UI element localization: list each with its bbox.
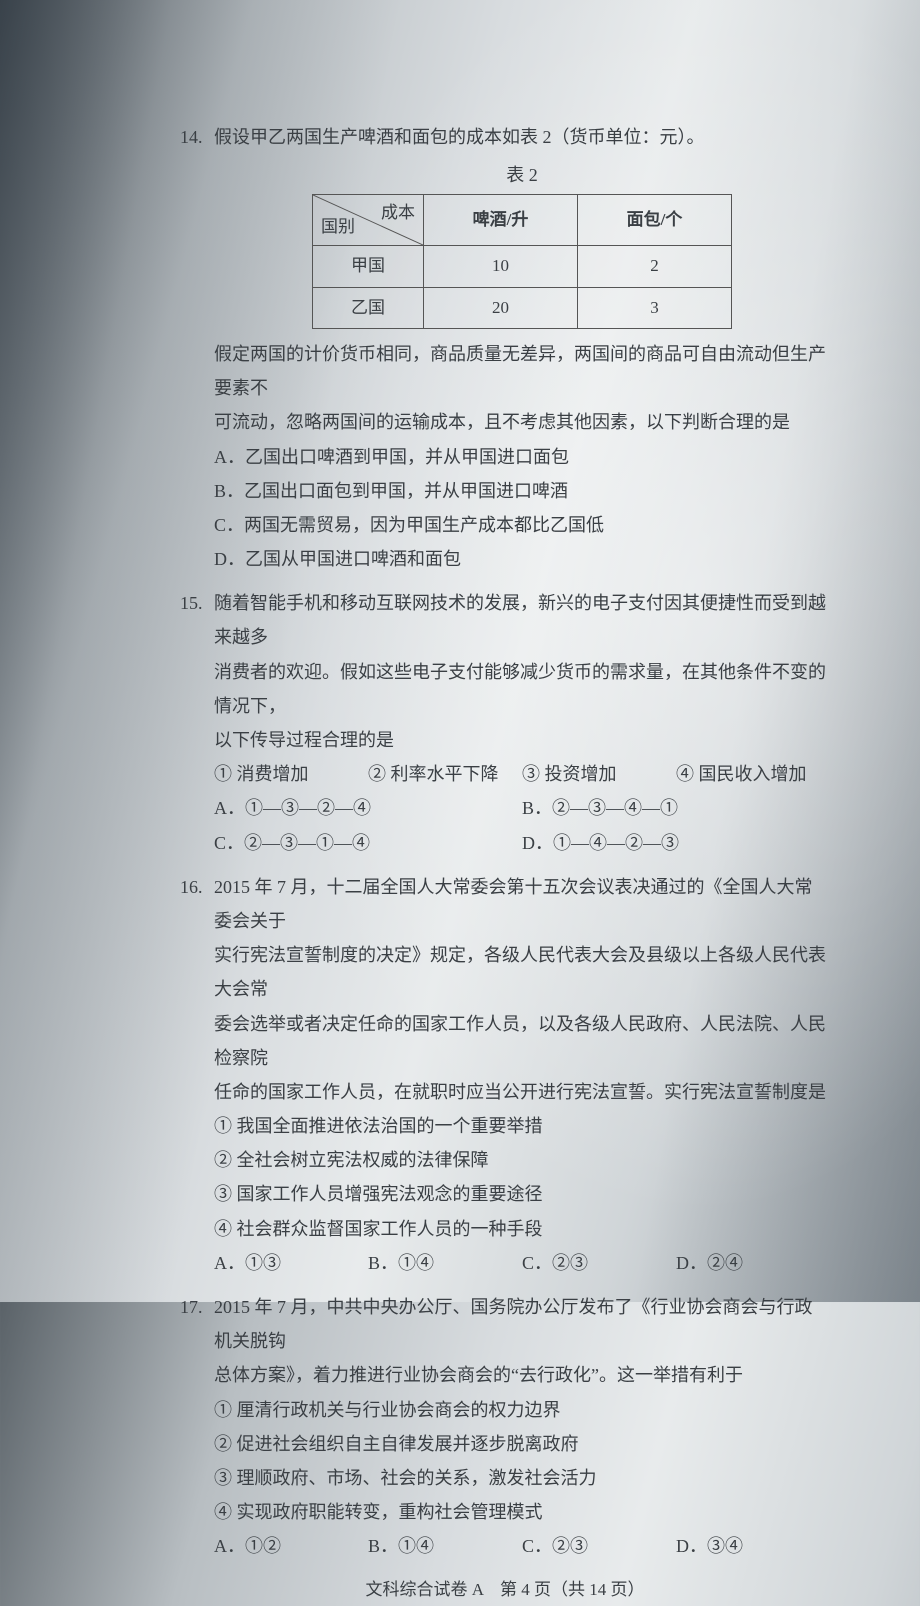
q15-options-row2: C．②—③—①—④ D．①—④—②—③ [214,826,830,860]
q15-statements: ① 消费增加 ② 利率水平下降 ③ 投资增加 ④ 国民收入增加 [214,757,830,791]
q15-s2: ② 利率水平下降 [368,757,522,791]
table-row: 成本 国别 啤酒/升 面包/个 [313,195,732,246]
q16-stem-line1: 2015 年 7 月，十二届全国人大常委会第十五次会议表决通过的《全国人大常委会… [214,870,830,938]
q15-s1: ① 消费增加 [214,757,368,791]
table-row: 乙国 20 3 [313,287,732,328]
q15-stem-line3: 以下传导过程合理的是 [214,723,830,757]
q17-stem-line2: 总体方案》，着力推进行业协会商会的“去行政化”。这一举措有利于 [214,1358,830,1392]
page-footer: 文科综合试卷 A 第 4 页（共 14 页） [180,1574,830,1606]
q17-s2: ② 促进社会组织自主自律发展并逐步脱离政府 [214,1427,830,1461]
q16-stem-line2: 实行宪法宣誓制度的决定》规定，各级人民代表大会及县级以上各级人民代表大会常 [214,938,830,1006]
q17-s3: ③ 理顺政府、市场、社会的关系，激发社会活力 [214,1461,830,1495]
q14-condition-line2: 可流动，忽略两国间的运输成本，且不考虑其他因素，以下判断合理的是 [214,405,830,439]
diag-bottom-label: 国别 [321,211,355,243]
q15-option-c: C．②—③—①—④ [214,826,522,860]
table-row: 甲国 10 2 [313,246,732,287]
cell-bread: 2 [578,246,732,287]
q14-number: 14. [180,120,214,154]
q14-condition-line1: 假定两国的计价货币相同，商品质量无差异，两国间的商品可自由流动但生产要素不 [214,337,830,405]
q16-s4: ④ 社会群众监督国家工作人员的一种手段 [214,1212,830,1246]
q17-option-b: B．①④ [368,1529,522,1563]
table-diag-header: 成本 国别 [313,195,424,246]
q15-s4: ④ 国民收入增加 [676,757,830,791]
q17-options: A．①② B．①④ C．②③ D．③④ [214,1529,830,1563]
q17-option-c: C．②③ [522,1529,676,1563]
q15-stem-line2: 消费者的欢迎。假如这些电子支付能够减少货币的需求量，在其他条件不变的情况下， [214,655,830,723]
q16-stem-line4: 任命的国家工作人员，在就职时应当公开进行宪法宣誓。实行宪法宣誓制度是 [214,1075,830,1109]
q17-option-a: A．①② [214,1529,368,1563]
cell-beer: 20 [424,287,578,328]
q17-s1: ① 厘清行政机关与行业协会商会的权力边界 [214,1393,830,1427]
question-15: 15. 随着智能手机和移动互联网技术的发展，新兴的电子支付因其便捷性而受到越来越… [180,586,830,860]
q15-s3: ③ 投资增加 [522,757,676,791]
q17-stem-line1: 2015 年 7 月，中共中央办公厅、国务院办公厅发布了《行业协会商会与行政机关… [214,1290,830,1358]
q15-number: 15. [180,586,214,654]
q17-option-d: D．③④ [676,1529,830,1563]
cell-bread: 3 [578,287,732,328]
q15-option-a: A．①—③—②—④ [214,791,522,825]
cell-country: 乙国 [313,287,424,328]
q15-stem-line1: 随着智能手机和移动互联网技术的发展，新兴的电子支付因其便捷性而受到越来越多 [214,586,830,654]
cell-country: 甲国 [313,246,424,287]
question-16: 16. 2015 年 7 月，十二届全国人大常委会第十五次会议表决通过的《全国人… [180,870,830,1280]
q15-option-d: D．①—④—②—③ [522,826,830,860]
q16-s1: ① 我国全面推进依法治国的一个重要举措 [214,1109,830,1143]
q14-option-d: D．乙国从甲国进口啤酒和面包 [214,542,830,576]
q16-option-a: A．①③ [214,1246,368,1280]
q16-option-c: C．②③ [522,1246,676,1280]
cell-beer: 10 [424,246,578,287]
q14-table-caption: 表 2 [214,158,830,192]
q16-stem-line3: 委会选举或者决定任命的国家工作人员，以及各级人民政府、人民法院、人民检察院 [214,1007,830,1075]
q14-option-a: A．乙国出口啤酒到甲国，并从甲国进口面包 [214,440,830,474]
q16-option-d: D．②④ [676,1246,830,1280]
col-bread: 面包/个 [578,195,732,246]
col-beer: 啤酒/升 [424,195,578,246]
q14-option-c: C．两国无需贸易，因为甲国生产成本都比乙国低 [214,508,830,542]
q14-stem: 假设甲乙两国生产啤酒和面包的成本如表 2（货币单位：元）。 [214,120,830,154]
q15-options-row1: A．①—③—②—④ B．②—③—④—① [214,791,830,825]
q16-option-b: B．①④ [368,1246,522,1280]
question-14: 14. 假设甲乙两国生产啤酒和面包的成本如表 2（货币单位：元）。 表 2 成本… [180,120,830,576]
q14-cost-table: 成本 国别 啤酒/升 面包/个 甲国 10 2 乙国 20 3 [312,194,732,329]
exam-page: 14. 假设甲乙两国生产啤酒和面包的成本如表 2（货币单位：元）。 表 2 成本… [0,0,920,1302]
q16-s2: ② 全社会树立宪法权威的法律保障 [214,1143,830,1177]
q17-number: 17. [180,1290,214,1358]
q14-option-b: B．乙国出口面包到甲国，并从甲国进口啤酒 [214,474,830,508]
q16-number: 16. [180,870,214,938]
q16-options: A．①③ B．①④ C．②③ D．②④ [214,1246,830,1280]
q16-s3: ③ 国家工作人员增强宪法观念的重要途径 [214,1177,830,1211]
q17-s4: ④ 实现政府职能转变，重构社会管理模式 [214,1495,830,1529]
diag-top-label: 成本 [381,197,415,229]
q15-option-b: B．②—③—④—① [522,791,830,825]
question-17: 17. 2015 年 7 月，中共中央办公厅、国务院办公厅发布了《行业协会商会与… [180,1290,830,1564]
